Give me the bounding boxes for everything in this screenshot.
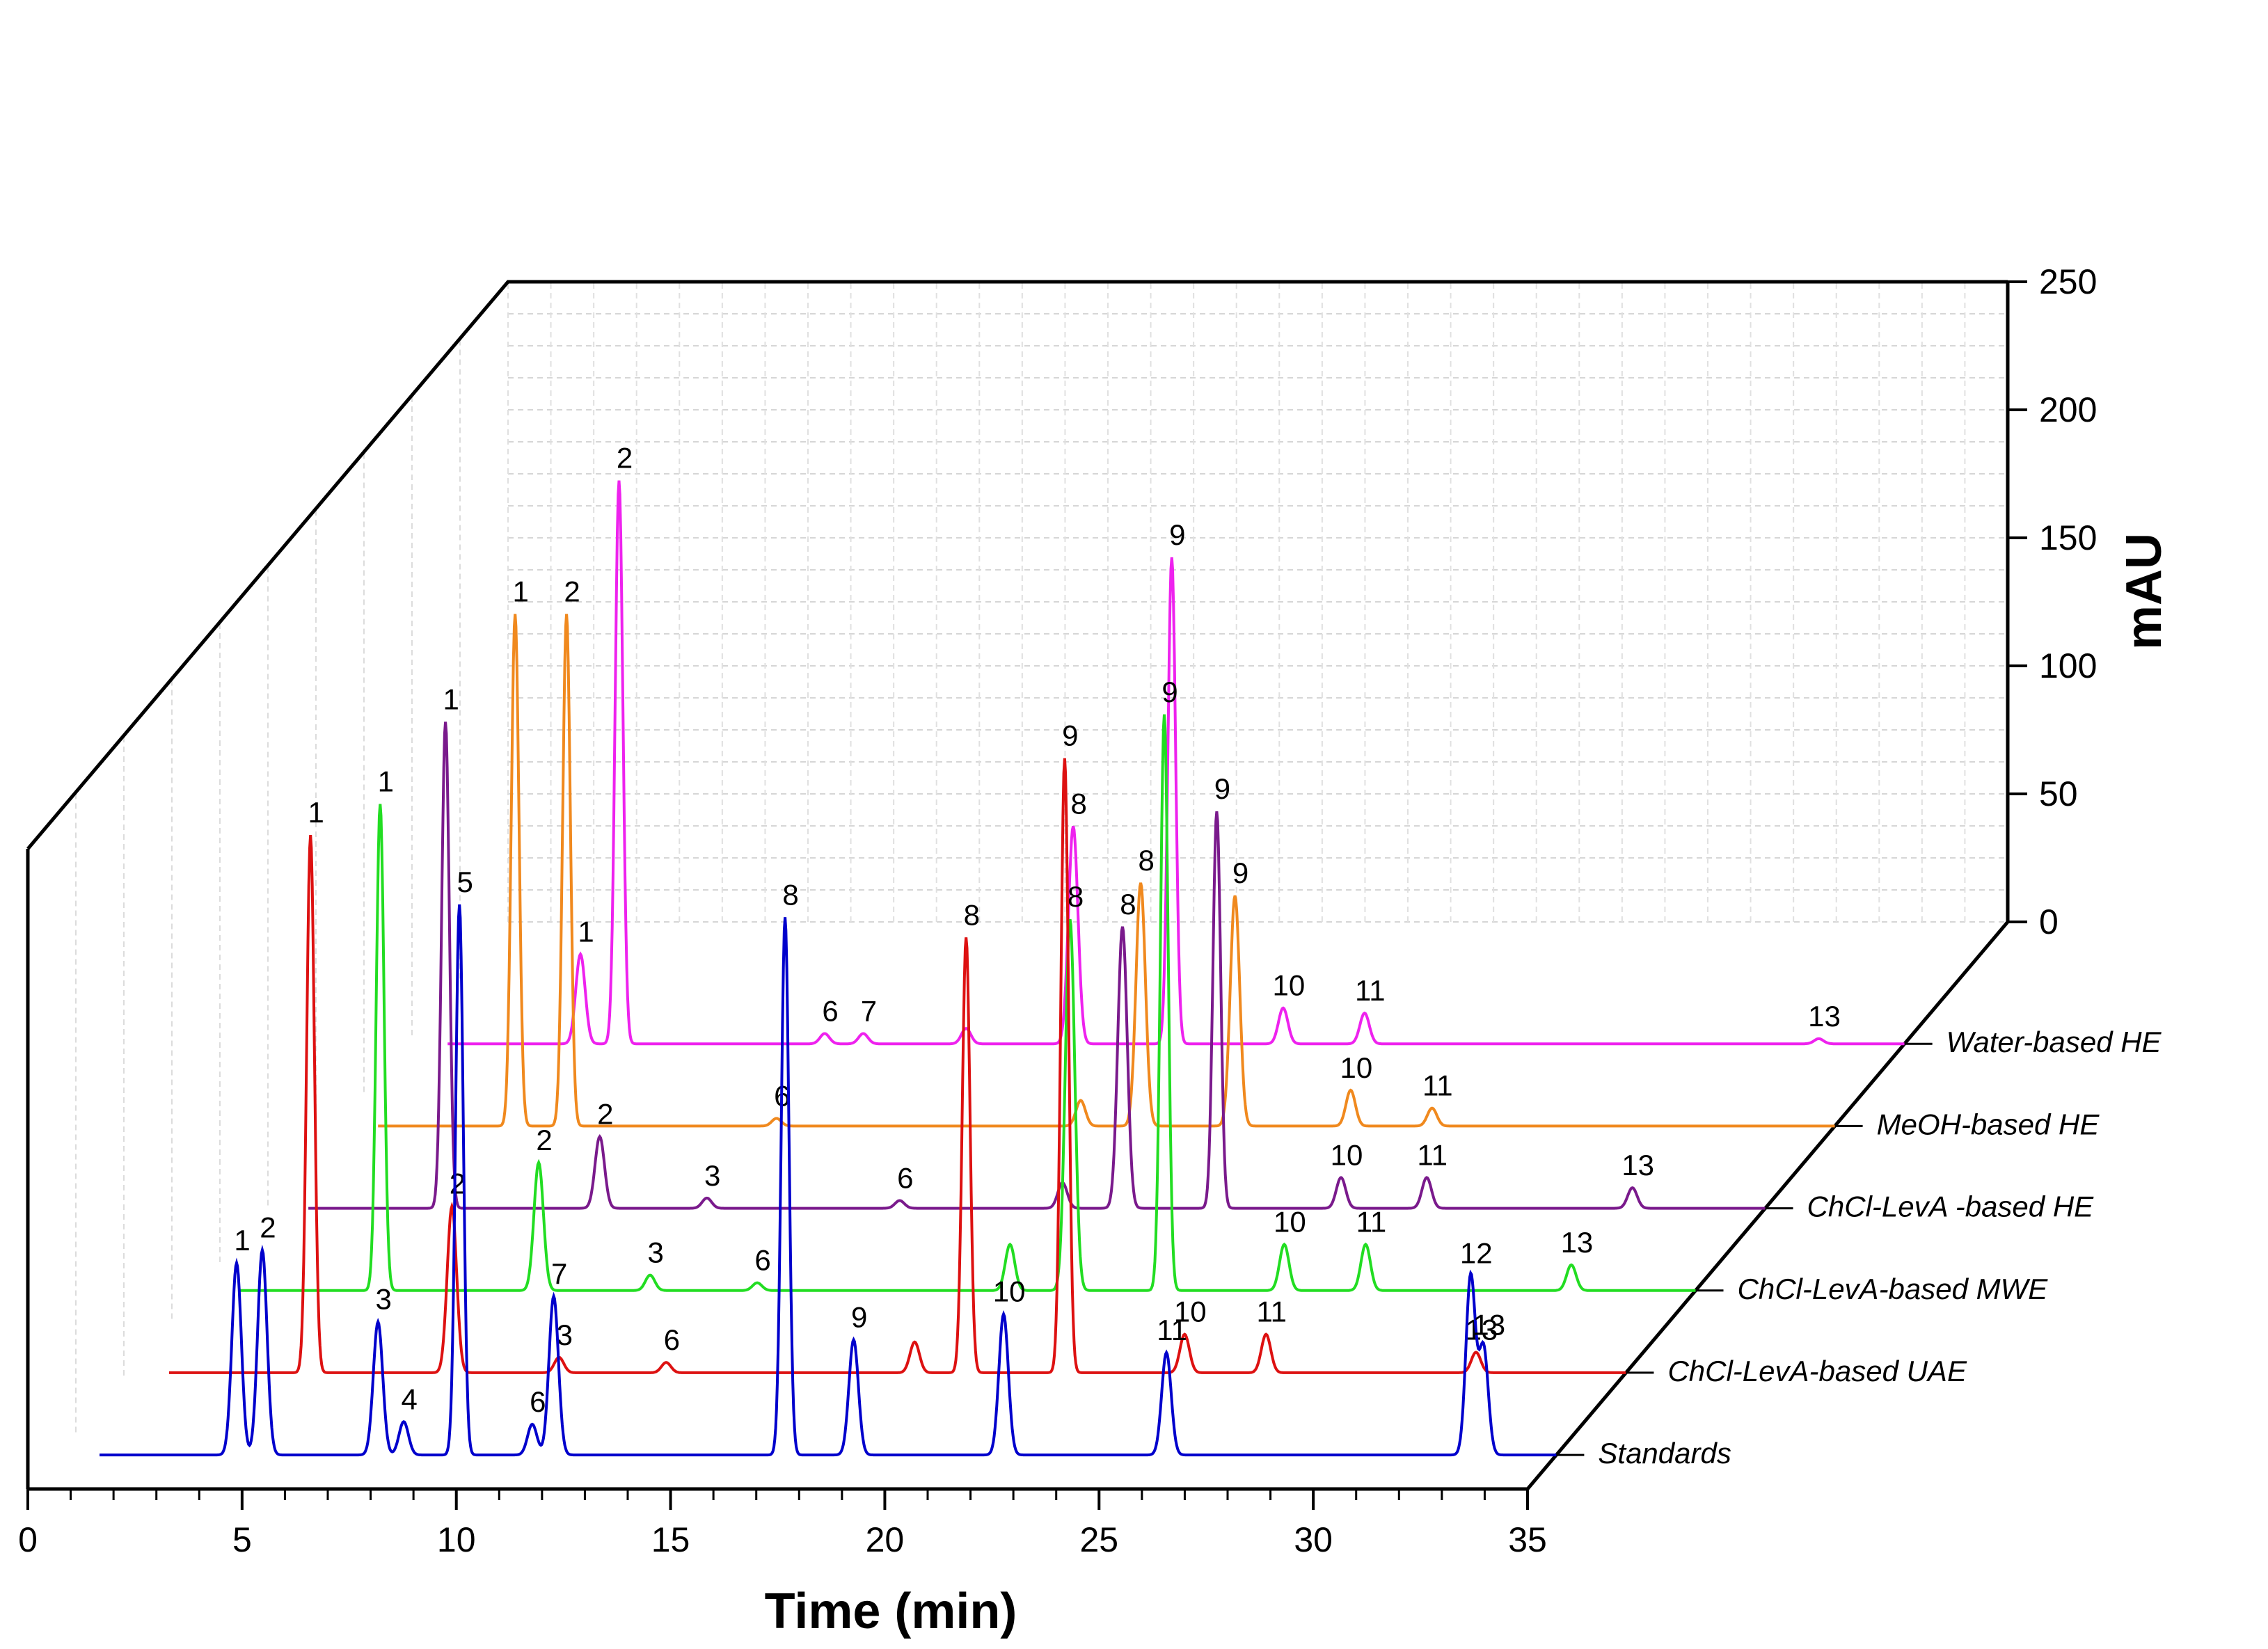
peak-label: 13: [1466, 1313, 1498, 1346]
peak-label: 8: [1070, 787, 1086, 820]
series-line: [239, 714, 1696, 1292]
peak-label: 9: [1214, 772, 1230, 805]
x-tick-label: 0: [18, 1520, 38, 1559]
x-tick-label: 5: [232, 1520, 252, 1559]
series-name-label: ChCl-LevA-based UAE: [1667, 1355, 1967, 1387]
y-tick-label: 100: [2039, 646, 2097, 685]
peak-label: 11: [1417, 1138, 1448, 1171]
peak-label: 1: [378, 765, 394, 798]
x-tick-label: 25: [1079, 1520, 1118, 1559]
peak-label: 11: [1356, 1206, 1387, 1238]
side-wall-grid: [75, 338, 461, 1433]
x-tick-label: 30: [1294, 1520, 1333, 1559]
peak-label: 11: [1157, 1314, 1187, 1346]
peak-label: 7: [551, 1257, 567, 1290]
peak-label: 8: [1138, 844, 1154, 877]
series-name-label: ChCl-LevA-based MWE: [1738, 1273, 2049, 1305]
y-tick-label: 150: [2039, 518, 2097, 557]
peak-label: 1: [443, 683, 459, 715]
series-line: [447, 480, 1905, 1046]
series-line: [378, 614, 1835, 1128]
peak-label: 10: [1174, 1296, 1207, 1328]
peak-label: 10: [993, 1275, 1026, 1308]
y-tick-label: 200: [2039, 390, 2097, 429]
peak-label: 8: [1068, 880, 1084, 913]
series-line: [100, 904, 1557, 1457]
peak-label: 2: [260, 1211, 276, 1244]
y-tick-label: 250: [2039, 262, 2097, 301]
series-line: [169, 758, 1626, 1374]
peak-label: 13: [1561, 1226, 1594, 1259]
peak-label: 6: [530, 1385, 546, 1418]
peak-label: 8: [782, 878, 798, 911]
peak-label: 6: [897, 1162, 913, 1195]
y-axis-title: mAU: [2116, 533, 2172, 650]
peak-label: 2: [564, 575, 580, 607]
peak-label: 7: [861, 995, 877, 1028]
series-line: [308, 722, 1766, 1210]
peak-label: 3: [704, 1159, 720, 1192]
peak-label: 13: [1621, 1149, 1654, 1181]
x-tick-label: 35: [1508, 1520, 1547, 1559]
peak-label: 9: [1232, 857, 1248, 889]
x-axis-title: Time (min): [765, 1584, 1017, 1639]
series-name-label: Water-based HE: [1946, 1026, 2162, 1058]
peak-label: 2: [617, 442, 633, 475]
peak-label: 3: [647, 1236, 663, 1269]
series-name-label: Standards: [1598, 1437, 1731, 1469]
y-tick-label: 50: [2039, 774, 2078, 813]
peak-label: 11: [1256, 1296, 1287, 1328]
x-tick-label: 20: [866, 1520, 905, 1559]
y-tick-label: 0: [2039, 902, 2059, 941]
peak-label: 3: [376, 1283, 392, 1316]
peak-label: 9: [1169, 518, 1185, 551]
peak-label: 9: [851, 1301, 867, 1334]
series-name-label: MeOH-based HE: [1877, 1108, 2100, 1140]
peak-label: 10: [1274, 1206, 1306, 1238]
box-top-edge: [26, 280, 2008, 850]
peak-label: 1: [234, 1224, 250, 1257]
peak-label: 13: [1473, 1309, 1505, 1341]
peak-label: 1: [308, 796, 324, 829]
peak-label: 4: [401, 1383, 417, 1415]
peak-label: 10: [1273, 969, 1306, 1002]
peak-label: 3: [557, 1319, 573, 1351]
peak-label: 2: [597, 1098, 613, 1131]
peak-label: 6: [754, 1244, 770, 1277]
peak-label: 13: [1808, 1000, 1841, 1033]
peak-label: 11: [1422, 1069, 1453, 1102]
peak-label: 9: [1062, 719, 1078, 752]
series-name-label: ChCl-LevA -based HE: [1807, 1190, 2095, 1223]
peak-label: 2: [536, 1124, 552, 1156]
peak-label: 8: [1120, 888, 1136, 921]
peak-label: 10: [1331, 1138, 1363, 1171]
peak-label: 9: [1161, 676, 1177, 708]
peak-label: 8: [964, 898, 980, 931]
peak-label: 6: [822, 995, 838, 1028]
peak-label: 10: [1340, 1051, 1372, 1084]
peak-label: 12: [1460, 1237, 1493, 1270]
peak-label: 11: [1355, 974, 1386, 1007]
peak-label: 5: [457, 866, 473, 898]
x-tick-label: 15: [651, 1520, 690, 1559]
peak-label: 1: [578, 915, 594, 948]
back-wall-grid: [507, 281, 2008, 923]
peak-label: 1: [513, 575, 529, 607]
x-tick-label: 10: [437, 1520, 476, 1559]
z-axis-line: [1526, 921, 2009, 1490]
peak-label: 6: [664, 1323, 680, 1356]
